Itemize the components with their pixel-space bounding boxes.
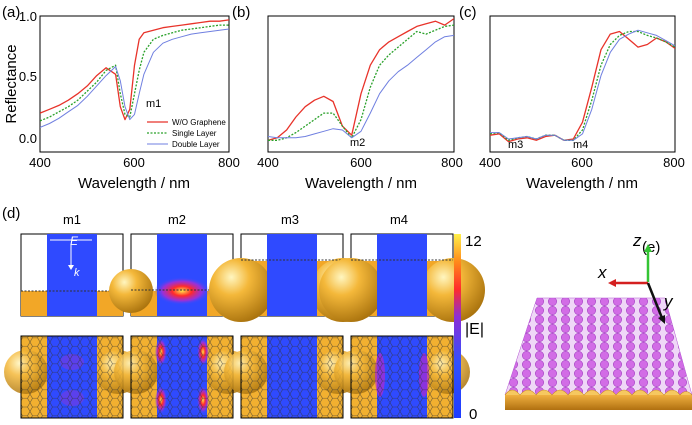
panel-label-c: (c) [459, 4, 477, 21]
chart-a: Reflectance 1.0 0.5 0.0 400 600 800 Wave… [3, 9, 240, 192]
annotation-m4: m4 [573, 139, 588, 151]
axis-z-label: z [632, 231, 642, 250]
x-axis-label: Wavelength / nm [78, 175, 190, 192]
x-axis-label: Wavelength / nm [305, 175, 417, 192]
series-line-c-double-layer [490, 29, 675, 141]
series-lines-c [490, 29, 675, 143]
series-line-c-single-layer [490, 30, 675, 141]
field-top-m3 [224, 335, 360, 419]
x-tick-400: 400 [257, 155, 279, 170]
colorbar-label: |E| [465, 321, 484, 338]
x-tick-800: 800 [663, 155, 685, 170]
series-line-a-single-layer [40, 24, 229, 122]
field-top-m4 [334, 335, 470, 419]
series-lines-b [268, 18, 454, 141]
chart-b: 400 600 800 Wavelength / nm m2 [257, 15, 463, 192]
series-line-b-double-layer [268, 34, 454, 139]
x-tick-400: 400 [479, 155, 501, 170]
field-title-m4: m4 [390, 212, 408, 227]
field-side-m1: E k [20, 233, 124, 317]
field-top-m2 [114, 335, 250, 419]
legend-single-layer: Single Layer [172, 129, 217, 138]
x-tick-600: 600 [350, 155, 372, 170]
colorbar: 12 |E| 0 [454, 233, 484, 423]
x-tick-600: 600 [123, 155, 145, 170]
x-axis-label: Wavelength / nm [526, 175, 638, 192]
x-tick-400: 400 [29, 155, 51, 170]
legend-wo-graphene: W/O Graphene [172, 118, 226, 127]
x-tick-600: 600 [571, 155, 593, 170]
panel-label-d: (d) [2, 205, 20, 222]
y-tick-05: 0.5 [19, 69, 37, 84]
y-tick-1: 1.0 [19, 9, 37, 24]
annotation-m2: m2 [350, 137, 365, 149]
chart-c: 400 600 800 Wavelength / nm m3 m4 [479, 15, 685, 192]
axis-x-label: x [597, 263, 607, 282]
field-side-m4 [319, 233, 485, 322]
legend: W/O Graphene Single Layer Double Layer [147, 118, 226, 149]
structure-3d: z x y [504, 231, 692, 410]
wavevector-k: k [74, 267, 80, 279]
axis-y-label: y [663, 292, 674, 311]
field-title-m1: m1 [63, 212, 81, 227]
field-title-m3: m3 [281, 212, 299, 227]
x-tick-800: 800 [441, 155, 463, 170]
series-line-a-double-layer [40, 28, 229, 128]
panel-label-a: (a) [2, 4, 20, 21]
series-lines-a [40, 19, 229, 128]
axis-y-arrow [646, 282, 664, 319]
series-line-a-w-o-graphene [40, 19, 229, 121]
polarization-e: E [70, 234, 79, 248]
annotation-m1: m1 [146, 98, 161, 110]
series-line-b-single-layer [268, 24, 454, 141]
series-line-b-w-o-graphene [268, 18, 454, 141]
annotation-m3: m3 [508, 139, 523, 151]
x-tick-800: 800 [218, 155, 240, 170]
panel-label-e: (e) [642, 239, 660, 256]
legend-double-layer: Double Layer [172, 140, 220, 149]
field-title-m2: m2 [168, 212, 186, 227]
y-tick-0: 0.0 [19, 131, 37, 146]
y-axis-label: Reflectance [3, 44, 20, 123]
colorbar-max: 12 [465, 233, 482, 250]
series-line-c-w-o-graphene [490, 30, 675, 143]
colorbar-min: 0 [469, 406, 477, 423]
panel-label-b: (b) [232, 4, 250, 21]
